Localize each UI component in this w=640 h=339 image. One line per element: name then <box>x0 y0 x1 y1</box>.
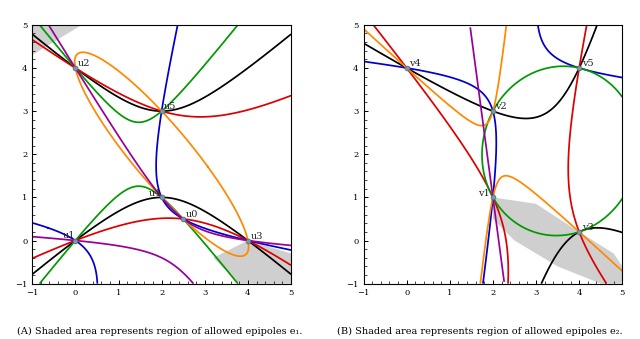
Polygon shape <box>213 240 291 284</box>
Text: u1: u1 <box>63 231 76 240</box>
Polygon shape <box>32 25 82 55</box>
Text: v1: v1 <box>478 189 490 198</box>
Text: (A) Shaded area represents region of allowed epipoles e₁.: (A) Shaded area represents region of all… <box>17 326 303 336</box>
Text: (B) Shaded area represents region of allowed epipoles e₂.: (B) Shaded area represents region of all… <box>337 326 623 336</box>
Text: u2: u2 <box>78 59 90 68</box>
Text: u5: u5 <box>164 102 177 112</box>
Text: v5: v5 <box>582 59 593 68</box>
Text: u3: u3 <box>250 232 263 241</box>
Text: v4: v4 <box>409 59 421 68</box>
Text: v2: v2 <box>495 102 508 112</box>
Text: u0: u0 <box>186 210 198 219</box>
Text: u4: u4 <box>148 189 161 198</box>
Text: v3: v3 <box>582 223 593 232</box>
Polygon shape <box>493 197 622 284</box>
